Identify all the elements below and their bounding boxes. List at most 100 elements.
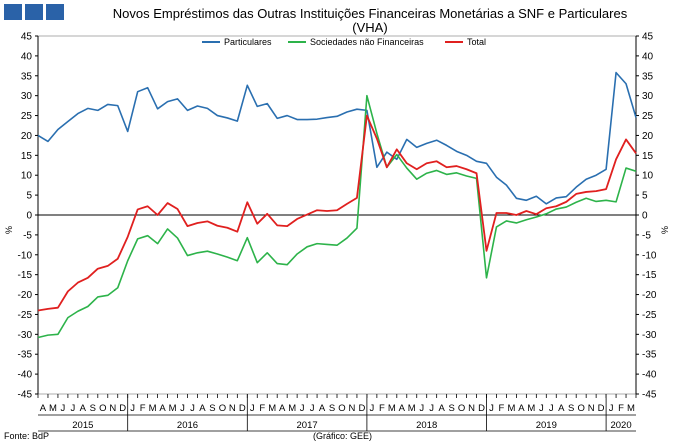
y-tick-label-right: 20 — [642, 131, 654, 142]
x-tick-label: F — [140, 403, 146, 414]
legend-swatch-snf — [288, 41, 306, 43]
x-tick-label: M — [388, 403, 396, 414]
x-tick-label: O — [577, 403, 584, 414]
x-tick-label: A — [279, 403, 286, 414]
y-tick-label-left: 40 — [21, 51, 33, 62]
y-tick-label-right: 5 — [642, 191, 648, 202]
x-tick-label: M — [527, 403, 535, 414]
x-tick-label: D — [239, 403, 246, 414]
y-tick-label-right: 35 — [642, 71, 654, 82]
x-tick-label: J — [310, 403, 315, 414]
x-tick-label: J — [539, 403, 544, 414]
x-tick-label: J — [180, 403, 185, 414]
x-tick-label: A — [319, 403, 326, 414]
x-tick-label: F — [259, 403, 265, 414]
y-tick-label-right: -40 — [642, 370, 657, 381]
year-label: 2018 — [416, 420, 437, 431]
x-tick-label: A — [399, 403, 406, 414]
year-label: 2016 — [177, 420, 198, 431]
y-tick-label-right: -5 — [642, 230, 651, 241]
y-tick-label-left: -25 — [18, 310, 33, 321]
x-tick-label: A — [199, 403, 206, 414]
y-tick-label-right: 30 — [642, 91, 654, 102]
footer-credit: (Gráfico: GEE) — [313, 431, 373, 441]
series-line-particulares — [37, 71, 637, 205]
x-tick-label: J — [130, 403, 135, 414]
x-tick-label: N — [229, 403, 236, 414]
bdp-logo — [4, 4, 64, 20]
x-tick-label: M — [169, 403, 177, 414]
x-tick-label: M — [627, 403, 635, 414]
x-tick-label: J — [609, 403, 614, 414]
y-tick-label-right: -15 — [642, 270, 657, 281]
y-tick-label-left: 45 — [21, 32, 33, 43]
x-tick-label: D — [598, 403, 605, 414]
x-tick-label: J — [190, 403, 195, 414]
y-tick-label-left: -20 — [18, 290, 33, 301]
y-tick-label-right: -45 — [642, 390, 657, 401]
y-tick-label-left: -45 — [18, 390, 33, 401]
y-tick-label-left: 20 — [21, 131, 33, 142]
y-tick-label-left: 5 — [26, 191, 32, 202]
x-tick-label: D — [119, 403, 126, 414]
y-tick-label-left: -30 — [18, 330, 33, 341]
x-tick-label: J — [429, 403, 434, 414]
y-tick-label-left: 15 — [21, 151, 33, 162]
year-label: 2019 — [536, 420, 557, 431]
y-tick-label-right: 40 — [642, 51, 654, 62]
x-tick-label: A — [159, 403, 166, 414]
x-tick-label: J — [549, 403, 554, 414]
y-axis-label-left: % — [4, 226, 14, 234]
y-tick-label-right: -25 — [642, 310, 657, 321]
x-tick-label: A — [558, 403, 565, 414]
chart-title-line-1: Novos Empréstimos das Outras Instituiçõe… — [112, 6, 628, 21]
series-line-total — [37, 114, 637, 312]
legend-label-total: Total — [467, 37, 487, 47]
legend-swatch-particulares — [202, 41, 220, 43]
x-tick-label: J — [61, 403, 66, 414]
x-tick-label: O — [338, 403, 345, 414]
x-tick-label: S — [448, 403, 454, 414]
x-tick-label: J — [300, 403, 305, 414]
y-tick-label-left: -5 — [23, 230, 32, 241]
y-tick-label-left: -40 — [18, 370, 33, 381]
logo-square-1 — [4, 4, 22, 20]
y-tick-label-left: -10 — [18, 250, 33, 261]
x-tick-label: S — [329, 403, 335, 414]
x-tick-label: O — [458, 403, 465, 414]
x-tick-label: M — [408, 403, 416, 414]
y-tick-label-right: 0 — [642, 211, 648, 222]
y-tick-label-right: -20 — [642, 290, 657, 301]
series-lines — [37, 71, 637, 339]
year-label: 2015 — [72, 420, 93, 431]
y-tick-label-right: 15 — [642, 151, 654, 162]
x-tick-label: J — [250, 403, 255, 414]
x-tick-label: S — [568, 403, 574, 414]
x-tick-label: M — [149, 403, 157, 414]
x-tick-label: N — [109, 403, 116, 414]
x-tick-label: J — [71, 403, 76, 414]
legend-item-snf: Sociedades não Financeiras — [288, 37, 424, 47]
x-tick-label: J — [370, 403, 375, 414]
x-tick-label: A — [80, 403, 87, 414]
x-tick-label: F — [618, 403, 624, 414]
footer-source: Fonte: BdP — [4, 431, 50, 441]
x-tick-label: J — [489, 403, 494, 414]
y-tick-label-right: 10 — [642, 171, 654, 182]
y-tick-label-left: -15 — [18, 270, 33, 281]
x-tick-label: N — [588, 403, 595, 414]
legend-item-particulares: Particulares — [202, 37, 272, 47]
x-tick-label: A — [518, 403, 525, 414]
y-tick-label-left: 35 — [21, 71, 33, 82]
legend: Particulares Sociedades não Financeiras … — [0, 37, 680, 49]
year-label: 2020 — [610, 420, 631, 431]
x-tick-label: M — [268, 403, 276, 414]
x-tick-label: F — [379, 403, 385, 414]
chart-title-line-2: (VHA) — [352, 20, 388, 35]
y-tick-label-left: 25 — [21, 111, 33, 122]
legend-label-particulares: Particulares — [224, 37, 272, 47]
x-tick-label: A — [438, 403, 445, 414]
y-tick-label-left: 0 — [26, 211, 32, 222]
y-tick-label-right: -35 — [642, 350, 657, 361]
x-tick-label: S — [90, 403, 96, 414]
